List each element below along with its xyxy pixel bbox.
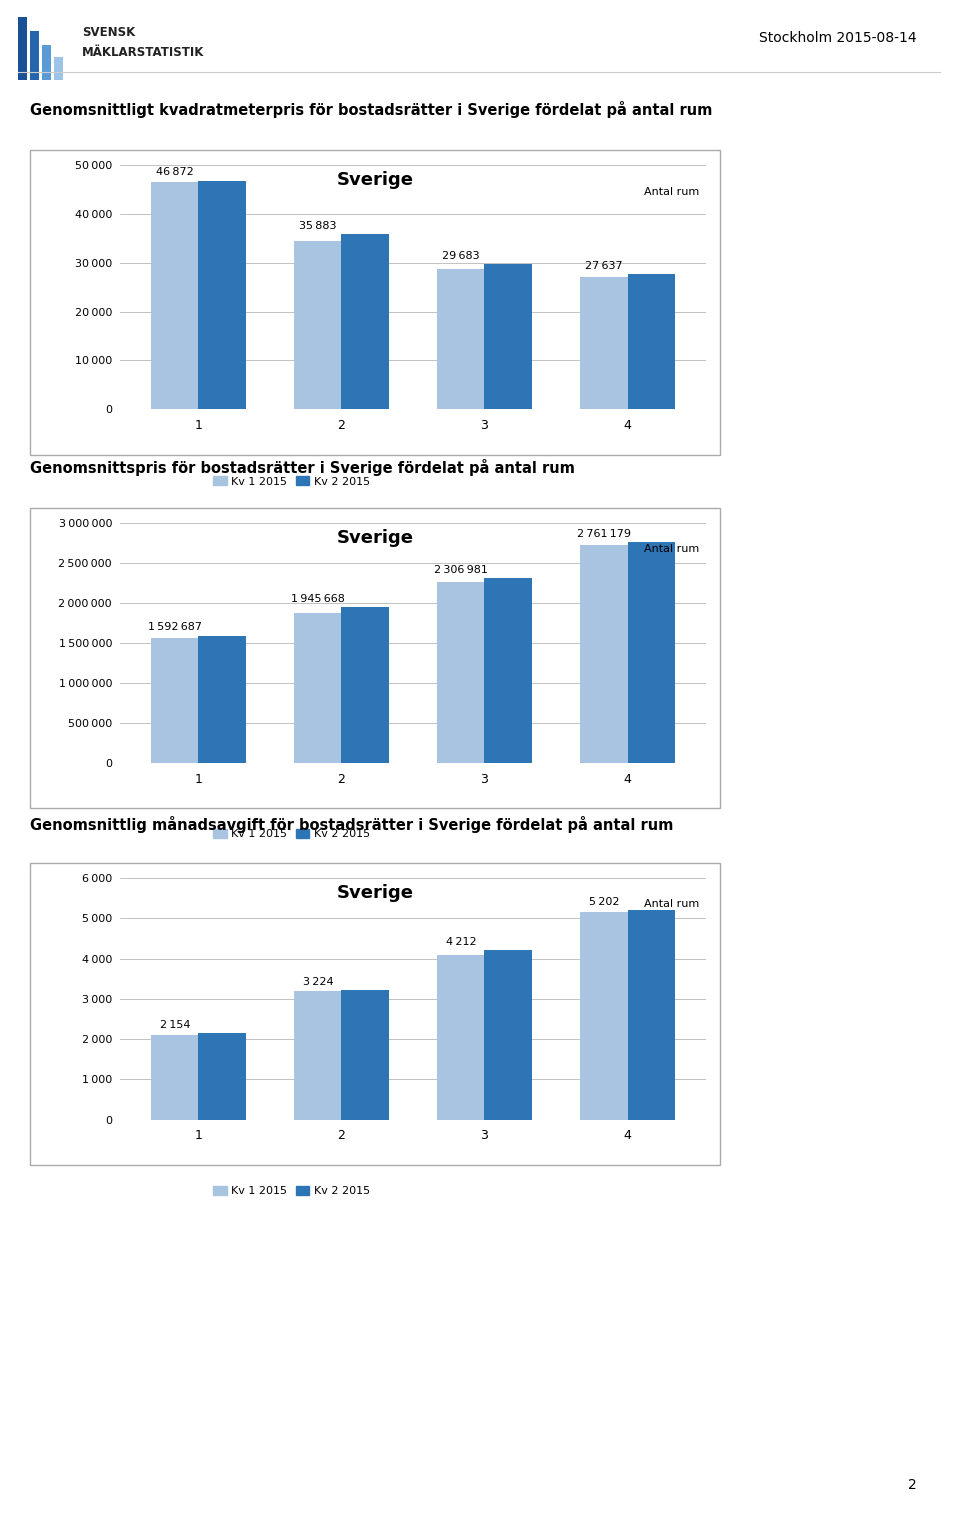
- Text: 2 761 179: 2 761 179: [577, 530, 631, 539]
- Bar: [199, 1033, 246, 1120]
- Text: 29 683: 29 683: [442, 251, 480, 262]
- Bar: [294, 241, 342, 409]
- Text: 3 224: 3 224: [302, 977, 333, 986]
- Bar: [294, 991, 342, 1120]
- Bar: [151, 1035, 199, 1120]
- Bar: [342, 235, 389, 409]
- Bar: [294, 613, 342, 763]
- Bar: [151, 183, 199, 409]
- Text: Antal rum: Antal rum: [644, 899, 699, 909]
- Bar: [199, 180, 246, 409]
- Bar: [342, 607, 389, 763]
- Legend: Kv 1 2015, Kv 2 2015: Kv 1 2015, Kv 2 2015: [213, 829, 370, 840]
- Bar: [199, 635, 246, 763]
- Bar: [628, 542, 675, 763]
- Text: Genomsnittligt kvadratmeterpris för bostadsrätter i Sverige fördelat på antal ru: Genomsnittligt kvadratmeterpris för bost…: [30, 101, 712, 118]
- Text: MÄKLARSTATISTIK: MÄKLARSTATISTIK: [82, 45, 204, 59]
- Bar: [580, 545, 628, 763]
- Text: SVENSK: SVENSK: [82, 26, 135, 38]
- Text: 2: 2: [908, 1478, 917, 1492]
- Text: Genomsnittspris för bostadsrätter i Sverige fördelat på antal rum: Genomsnittspris för bostadsrätter i Sver…: [30, 458, 575, 477]
- Bar: [628, 274, 675, 409]
- Text: Antal rum: Antal rum: [644, 186, 699, 197]
- Bar: [437, 583, 485, 763]
- Bar: [151, 638, 199, 763]
- Text: Sverige: Sverige: [337, 171, 414, 189]
- Bar: [437, 269, 485, 409]
- Legend: Kv 1 2015, Kv 2 2015: Kv 1 2015, Kv 2 2015: [213, 1186, 370, 1197]
- Text: Stockholm 2015-08-14: Stockholm 2015-08-14: [759, 30, 917, 45]
- Text: 4 212: 4 212: [445, 937, 476, 947]
- Text: Antal rum: Antal rum: [644, 545, 699, 554]
- Text: 1 945 668: 1 945 668: [291, 595, 345, 604]
- Bar: [485, 265, 532, 409]
- Text: Sverige: Sverige: [337, 884, 414, 902]
- Bar: [580, 912, 628, 1120]
- Bar: [485, 578, 532, 763]
- Text: 2 154: 2 154: [159, 1020, 190, 1030]
- Bar: [342, 990, 389, 1120]
- Text: Sverige: Sverige: [337, 530, 414, 548]
- Text: Genomsnittlig månadsavgift för bostadsrätter i Sverige fördelat på antal rum: Genomsnittlig månadsavgift för bostadsrä…: [30, 816, 673, 834]
- Text: 27 637: 27 637: [585, 262, 623, 271]
- Bar: [485, 950, 532, 1120]
- Bar: [437, 955, 485, 1120]
- Bar: [580, 277, 628, 409]
- Bar: [628, 911, 675, 1120]
- Text: 46 872: 46 872: [156, 168, 194, 177]
- Text: 2 306 981: 2 306 981: [434, 566, 488, 575]
- Text: 1 592 687: 1 592 687: [148, 622, 202, 632]
- Text: 5 202: 5 202: [588, 897, 619, 908]
- Legend: Kv 1 2015, Kv 2 2015: Kv 1 2015, Kv 2 2015: [213, 477, 370, 487]
- Text: 35 883: 35 883: [300, 221, 337, 231]
